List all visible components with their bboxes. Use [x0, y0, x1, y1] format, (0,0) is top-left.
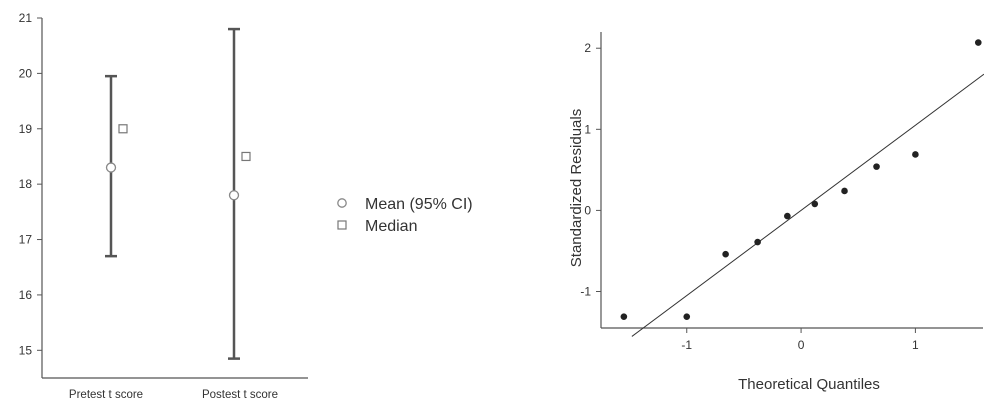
left-y-tick-label: 20	[19, 66, 33, 80]
legend-mean-label: Mean (95% CI)	[365, 196, 473, 213]
left-y-tick-label: 21	[19, 11, 33, 25]
legend-median-label: Median	[365, 218, 417, 235]
right-x-tick-label: 0	[798, 338, 805, 352]
left-y-tick-label: 15	[19, 343, 33, 357]
legend: Mean (95% CI) Median	[337, 196, 473, 235]
left-category-labels: Pretest t score Postest t score	[69, 389, 278, 401]
median-point	[241, 151, 251, 162]
mean-point	[105, 162, 117, 173]
left-y-ticks: 15 16 17 18 19 20 21	[19, 11, 42, 357]
left-marks	[105, 27, 251, 360]
ci-median-chart: 15 16 17 18 19 20 21 Pretest t score Postest t …	[19, 11, 308, 401]
qq-point	[873, 163, 880, 170]
qq-point	[974, 39, 982, 46]
category-label: Pretest t score	[69, 389, 143, 401]
qq-point	[912, 151, 919, 158]
x-axis-label: Theoretical Quantiles	[738, 376, 880, 393]
qq-point	[722, 250, 729, 258]
qq-point	[620, 313, 628, 320]
right-y-tick-label: 1	[584, 122, 591, 136]
qq-point	[683, 313, 691, 320]
category-label: Postest t score	[202, 389, 278, 401]
qq-point	[754, 238, 761, 246]
right-x-tick-label: -1	[681, 338, 692, 352]
qq-point	[784, 212, 791, 220]
y-axis-label: Standardized Residuals	[568, 109, 585, 267]
reference-line	[631, 73, 984, 337]
left-axes	[41, 18, 308, 379]
right-axes	[600, 32, 983, 329]
mean-point	[228, 190, 240, 201]
legend-mean-marker	[337, 198, 347, 208]
qq-point	[811, 200, 819, 208]
qq-points	[620, 39, 982, 320]
right-y-tick-label: 2	[584, 41, 591, 55]
right-x-tick-label: 1	[912, 338, 919, 352]
right-y-tick-label: -1	[580, 285, 591, 299]
left-y-tick-label: 19	[19, 122, 33, 136]
legend-median-marker	[337, 220, 347, 230]
left-y-tick-label: 18	[19, 177, 33, 191]
median-point	[118, 124, 128, 134]
right-y-tick-label: 0	[584, 203, 591, 217]
qq-point	[841, 187, 848, 195]
qq-plot: -1 0 1 2 -1 0 1 Theoretical Quantiles Standard…	[568, 32, 984, 393]
left-y-tick-label: 17	[19, 233, 33, 247]
left-y-tick-label: 16	[19, 288, 33, 302]
right-ticks: -1 0 1 2 -1 0 1	[580, 41, 919, 352]
